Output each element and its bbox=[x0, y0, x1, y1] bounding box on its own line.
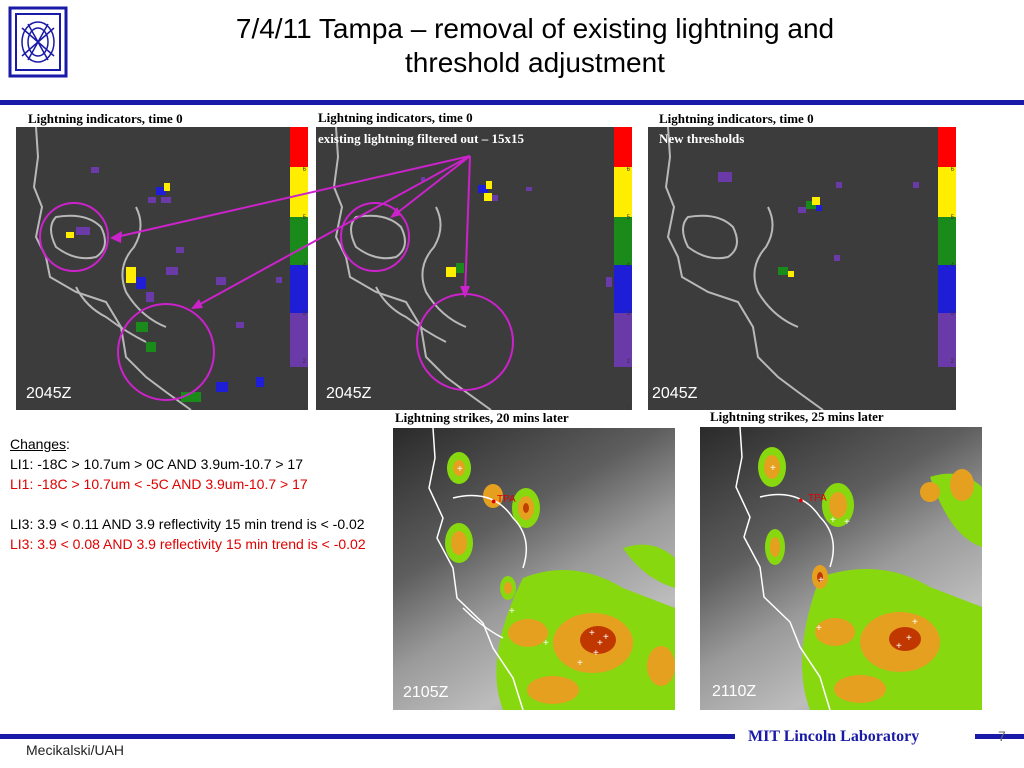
colorbar-tick: 3 bbox=[950, 311, 954, 317]
svg-text:+: + bbox=[896, 641, 902, 652]
svg-text:+: + bbox=[603, 632, 609, 643]
satellite-map-2: ● ++ ++ ++++ bbox=[735, 427, 982, 710]
colorbar-tick: 5 bbox=[302, 215, 306, 221]
coastline-map-2 bbox=[332, 127, 612, 410]
colorbar-tick: 2 bbox=[950, 359, 954, 365]
colorbar-tick: 4 bbox=[626, 263, 630, 269]
changes-notes: Changes: LI1: -18C > 10.7um > 0C AND 3.9… bbox=[10, 434, 390, 554]
satellite-map-1: ● ++++ ++++ bbox=[428, 428, 675, 710]
colorbar-tick: 1 bbox=[950, 407, 954, 410]
svg-text:+: + bbox=[577, 658, 583, 669]
colorbar-tick: 4 bbox=[950, 263, 954, 269]
colorbar-1: 6 5 4 3 2 1 bbox=[290, 127, 308, 410]
svg-text:+: + bbox=[457, 464, 463, 475]
colorbar-tick: 1 bbox=[302, 407, 306, 410]
panel5-caption: Lightning strikes, 25 mins later bbox=[710, 409, 884, 424]
colorbar-tick: 6 bbox=[950, 167, 954, 173]
svg-text:+: + bbox=[509, 606, 515, 617]
page-title: 7/4/11 Tampa – removal of existing light… bbox=[235, 13, 835, 78]
panel2-caption: Lightning indicators, time 0 bbox=[318, 110, 473, 125]
echo-patches-2 bbox=[421, 177, 612, 287]
panel3-caption: Lightning indicators, time 0 bbox=[659, 111, 814, 126]
svg-text:+: + bbox=[597, 638, 603, 649]
note-line-2: LI1: -18C > 10.7um < -5C AND 3.9um-10.7 … bbox=[10, 476, 308, 492]
svg-text:+: + bbox=[543, 638, 549, 649]
colorbar-3: 6 5 4 3 2 1 bbox=[938, 127, 956, 410]
echo-patches-3 bbox=[718, 172, 919, 277]
page-number: 7 bbox=[998, 728, 1006, 744]
svg-text:+: + bbox=[906, 633, 912, 644]
svg-text:+: + bbox=[816, 623, 822, 634]
colorbar-tick: 2 bbox=[626, 359, 630, 365]
echo-patches-1 bbox=[66, 167, 282, 402]
tpa-marker-2: ● bbox=[798, 495, 803, 505]
panel4-time: 2105Z bbox=[403, 684, 449, 701]
colorbar-tick: 1 bbox=[626, 407, 630, 410]
panel3-subcaption: New thresholds bbox=[659, 131, 745, 146]
changes-heading-line: Changes: bbox=[10, 434, 390, 454]
svg-text:+: + bbox=[844, 517, 850, 528]
tpa-label-1: TPA bbox=[497, 494, 516, 505]
colorbar-2: 6 5 4 3 2 1 bbox=[614, 127, 632, 410]
tpa-marker-1: ● bbox=[491, 496, 496, 506]
colorbar-tick: 3 bbox=[626, 311, 630, 317]
footer-lab-name: MIT Lincoln Laboratory bbox=[748, 728, 920, 745]
colorbar-tick: 5 bbox=[950, 215, 954, 221]
coastline-map-1 bbox=[32, 127, 282, 410]
footer-rule bbox=[0, 734, 735, 739]
lightning-panel-2: 6 5 4 3 2 1 2045Z bbox=[316, 127, 632, 410]
lightning-panel-1: 6 5 4 3 2 1 2045Z bbox=[16, 127, 308, 410]
footer-rule-right bbox=[975, 734, 1024, 739]
panel1-caption: Lightning indicators, time 0 bbox=[28, 111, 183, 126]
panel2-time: 2045Z bbox=[326, 385, 372, 402]
note-line-3: LI3: 3.9 < 0.11 AND 3.9 reflectivity 15 … bbox=[10, 516, 365, 532]
lightning-panel-3: 6 5 4 3 2 1 2045Z bbox=[648, 127, 956, 410]
colorbar-tick: 6 bbox=[626, 167, 630, 173]
strikes-panel-1: ● + + + + + + + + TPA 2105Z bbox=[393, 428, 675, 710]
colorbar-tick: 4 bbox=[302, 263, 306, 269]
note-line-1: LI1: -18C > 10.7um > 0C AND 3.9um-10.7 >… bbox=[10, 456, 304, 472]
svg-text:+: + bbox=[770, 463, 776, 474]
svg-text:+: + bbox=[830, 515, 836, 526]
mit-ll-logo-icon bbox=[8, 6, 68, 78]
panel1-time: 2045Z bbox=[26, 385, 72, 402]
strikes-panel-2: ● + + + + + + + + TPA 2110Z bbox=[700, 427, 982, 710]
changes-heading: Changes bbox=[10, 436, 67, 452]
svg-text:+: + bbox=[589, 628, 595, 639]
changes-heading-colon: : bbox=[66, 436, 70, 452]
svg-text:+: + bbox=[593, 648, 599, 659]
colorbar-tick: 5 bbox=[626, 215, 630, 221]
colorbar-tick: 2 bbox=[302, 359, 306, 365]
colorbar-tick: 3 bbox=[302, 311, 306, 317]
panel3-time: 2045Z bbox=[652, 385, 698, 402]
panel2-subcaption: existing lightning filtered out – 15x15 bbox=[318, 131, 524, 146]
svg-text:+: + bbox=[912, 617, 918, 628]
note-line-4: LI3: 3.9 < 0.08 AND 3.9 reflectivity 15 … bbox=[10, 536, 366, 552]
svg-text:+: + bbox=[818, 575, 824, 586]
panel5-time: 2110Z bbox=[712, 683, 757, 700]
footer-author: Mecikalski/UAH bbox=[26, 742, 125, 758]
logo bbox=[8, 6, 68, 78]
coastline-map-3 bbox=[664, 127, 919, 410]
tpa-label-2: TPA bbox=[808, 493, 827, 504]
panel4-caption: Lightning strikes, 20 mins later bbox=[395, 410, 569, 425]
header-rule bbox=[0, 100, 1024, 105]
colorbar-tick: 6 bbox=[302, 167, 306, 173]
